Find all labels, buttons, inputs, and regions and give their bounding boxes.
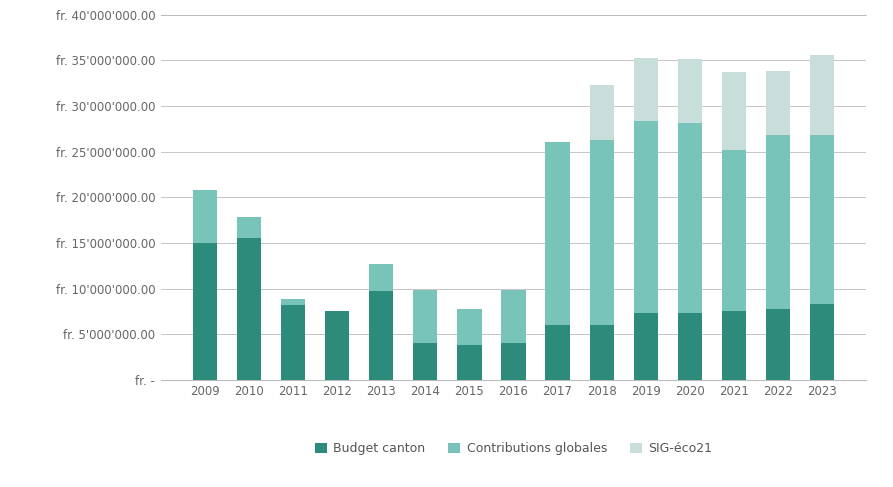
Bar (281, 299, 305, 305)
Bar (810, 55, 834, 135)
Bar (457, 309, 481, 345)
Bar (678, 123, 702, 313)
Bar (766, 71, 790, 135)
Bar (193, 190, 217, 243)
Bar (369, 291, 393, 380)
Bar (766, 309, 790, 380)
Bar (237, 238, 261, 380)
Bar (325, 311, 349, 380)
Bar (589, 325, 613, 380)
Bar (678, 59, 702, 123)
Bar (634, 57, 658, 121)
Bar (722, 150, 746, 311)
Bar (237, 217, 261, 238)
Bar (634, 313, 658, 380)
Bar (501, 290, 526, 343)
Bar (589, 85, 613, 140)
Bar (457, 345, 481, 380)
Bar (678, 313, 702, 380)
Legend: Budget canton, Contributions globales, SIG-éco21: Budget canton, Contributions globales, S… (310, 437, 717, 460)
Bar (413, 290, 438, 343)
Bar (589, 140, 613, 325)
Bar (281, 305, 305, 380)
Bar (810, 135, 834, 304)
Bar (546, 142, 570, 325)
Bar (766, 135, 790, 309)
Bar (546, 325, 570, 380)
Bar (634, 121, 658, 313)
Bar (722, 311, 746, 380)
Bar (501, 343, 526, 380)
Bar (810, 304, 834, 380)
Bar (722, 72, 746, 150)
Bar (193, 243, 217, 380)
Bar (369, 264, 393, 291)
Bar (413, 343, 438, 380)
